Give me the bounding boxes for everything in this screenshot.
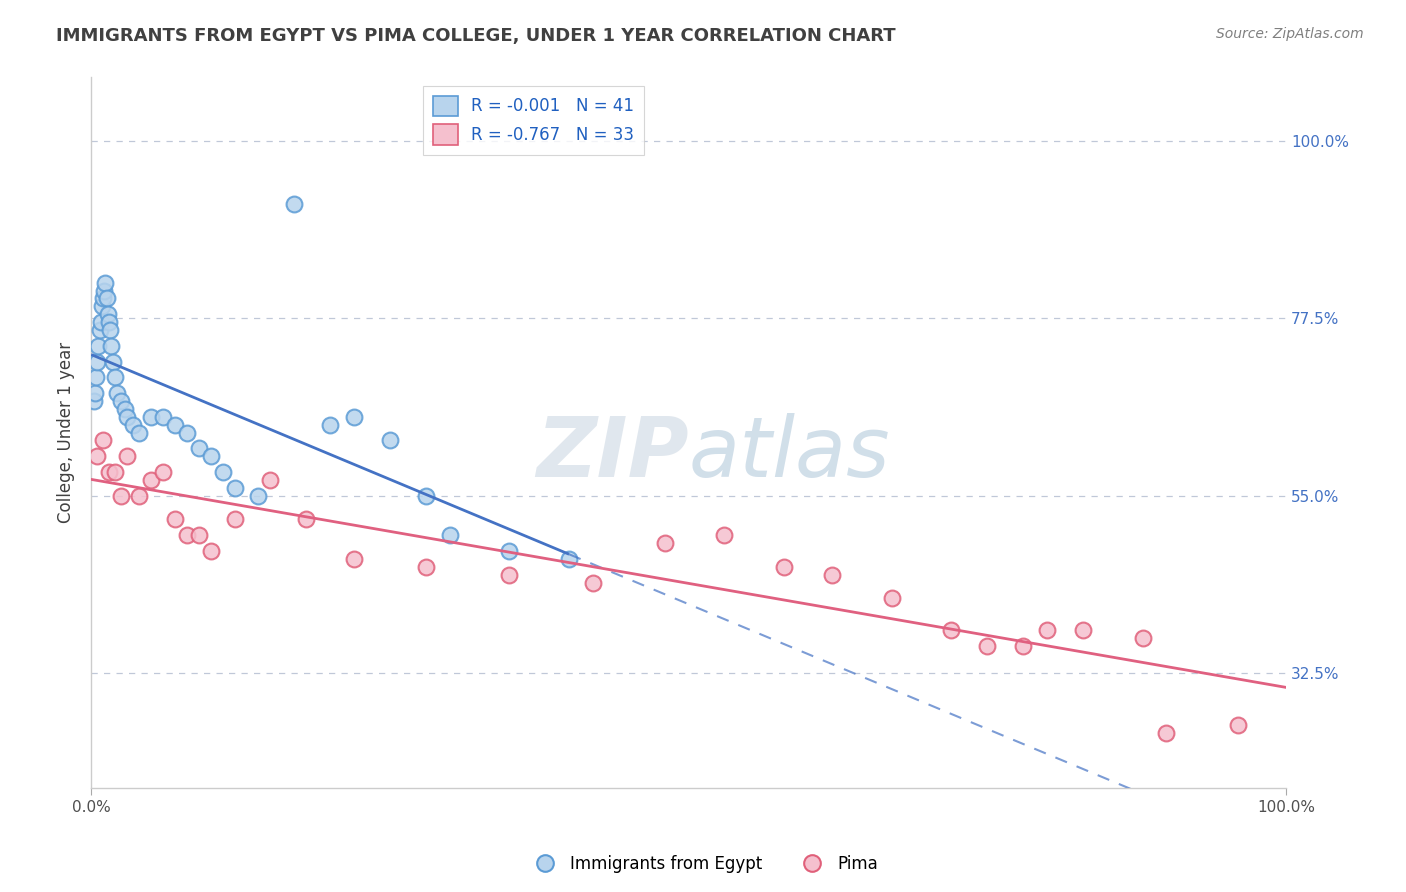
Point — [91, 292, 114, 306]
Point — [821, 567, 844, 582]
Point — [152, 465, 174, 479]
Point — [654, 536, 676, 550]
Point — [976, 639, 998, 653]
Point — [1012, 639, 1035, 653]
Point — [163, 512, 186, 526]
Point — [211, 465, 233, 479]
Point — [83, 386, 105, 401]
Point — [200, 450, 222, 464]
Point — [139, 473, 162, 487]
Point — [86, 450, 108, 464]
Point — [115, 450, 138, 464]
Point — [1071, 623, 1094, 637]
Point — [319, 417, 342, 432]
Point — [139, 409, 162, 424]
Point — [1156, 725, 1178, 739]
Legend: R = -0.001   N = 41, R = -0.767   N = 33: R = -0.001 N = 41, R = -0.767 N = 33 — [423, 86, 644, 155]
Point — [439, 528, 461, 542]
Point — [224, 512, 246, 526]
Legend: Immigrants from Egypt, Pima: Immigrants from Egypt, Pima — [522, 848, 884, 880]
Text: ZIP: ZIP — [536, 413, 689, 494]
Point — [114, 401, 136, 416]
Point — [1227, 717, 1250, 731]
Point — [880, 591, 903, 606]
Point — [110, 489, 132, 503]
Point — [83, 394, 105, 409]
Point — [94, 276, 117, 290]
Point — [247, 489, 270, 503]
Point — [343, 552, 366, 566]
Text: IMMIGRANTS FROM EGYPT VS PIMA COLLEGE, UNDER 1 YEAR CORRELATION CHART: IMMIGRANTS FROM EGYPT VS PIMA COLLEGE, U… — [56, 27, 896, 45]
Point — [90, 315, 112, 329]
Point — [90, 299, 112, 313]
Point — [107, 386, 129, 401]
Point — [98, 323, 121, 337]
Point — [415, 489, 437, 503]
Point — [582, 575, 605, 590]
Point — [84, 370, 107, 384]
Point — [773, 559, 796, 574]
Point — [176, 425, 198, 440]
Point — [122, 417, 145, 432]
Point — [1132, 631, 1154, 645]
Point — [378, 434, 401, 448]
Point — [128, 425, 150, 440]
Point — [224, 481, 246, 495]
Point — [89, 323, 111, 337]
Point — [98, 315, 121, 329]
Point — [93, 284, 115, 298]
Point — [104, 370, 127, 384]
Point — [558, 552, 581, 566]
Point — [104, 465, 127, 479]
Point — [295, 512, 318, 526]
Point — [98, 465, 121, 479]
Point — [176, 528, 198, 542]
Point — [415, 559, 437, 574]
Point — [283, 196, 305, 211]
Point — [110, 394, 132, 409]
Point — [343, 409, 366, 424]
Point — [1036, 623, 1059, 637]
Point — [200, 544, 222, 558]
Point — [87, 339, 110, 353]
Point — [128, 489, 150, 503]
Point — [86, 354, 108, 368]
Point — [101, 354, 124, 368]
Point — [498, 544, 520, 558]
Point — [187, 442, 209, 456]
Point — [115, 409, 138, 424]
Point — [941, 623, 963, 637]
Point — [187, 528, 209, 542]
Point — [91, 434, 114, 448]
Point — [498, 567, 520, 582]
Point — [152, 409, 174, 424]
Text: atlas: atlas — [689, 413, 890, 494]
Point — [97, 307, 120, 321]
Point — [100, 339, 122, 353]
Point — [96, 292, 118, 306]
Point — [163, 417, 186, 432]
Y-axis label: College, Under 1 year: College, Under 1 year — [58, 342, 75, 524]
Text: Source: ZipAtlas.com: Source: ZipAtlas.com — [1216, 27, 1364, 41]
Point — [259, 473, 281, 487]
Point — [713, 528, 735, 542]
